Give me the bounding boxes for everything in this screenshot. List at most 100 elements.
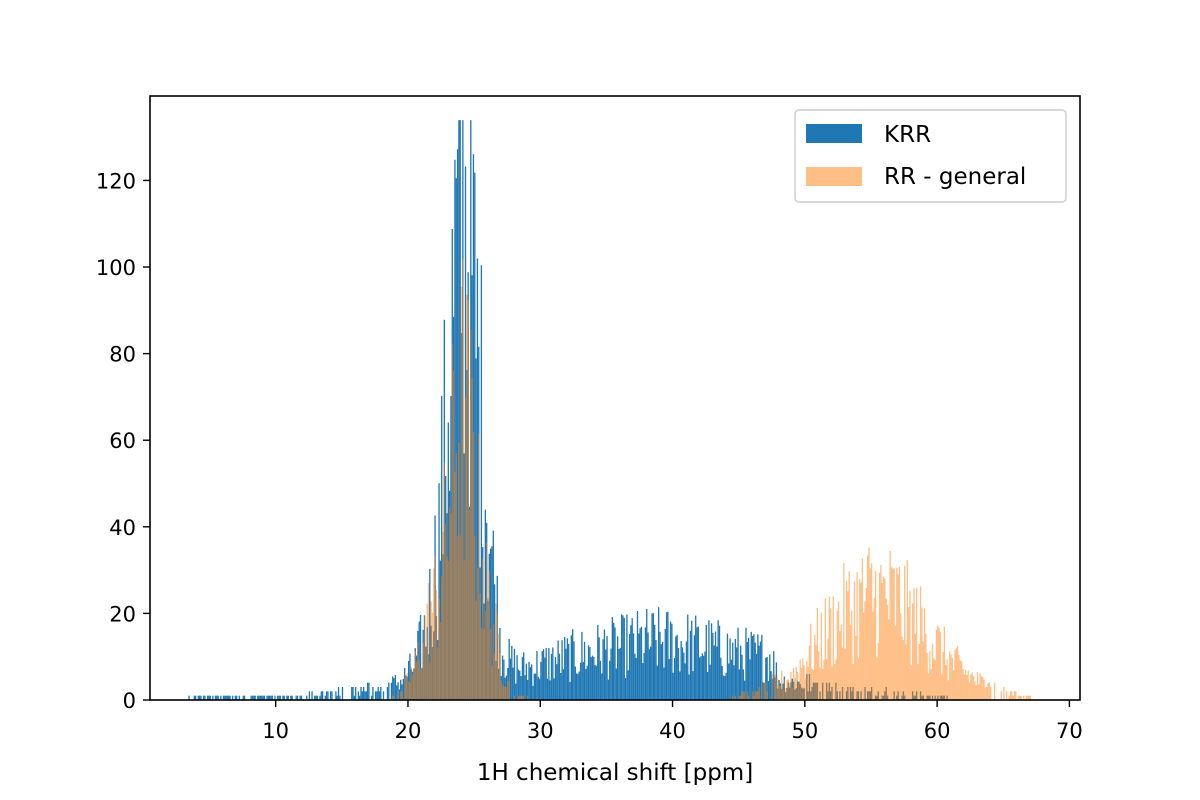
histogram-bar — [406, 672, 408, 700]
histogram-bar — [982, 677, 984, 700]
histogram-bar — [610, 648, 612, 700]
histogram-bar — [417, 642, 419, 700]
histogram-bar — [829, 608, 832, 700]
histogram-bar — [660, 644, 662, 700]
histogram-bar — [938, 627, 940, 700]
histogram-bar — [626, 614, 628, 700]
histogram-bar — [623, 617, 625, 700]
histogram-bar — [259, 695, 262, 700]
histogram-bar — [270, 695, 272, 700]
histogram-bar — [732, 642, 734, 700]
histogram-bar — [1028, 695, 1030, 700]
histogram-bar — [769, 654, 771, 700]
histogram-bar — [786, 679, 788, 700]
histogram-bar — [329, 691, 332, 700]
histogram-bar — [271, 695, 274, 700]
y-axis: 0 20 40 60 80 100 120 — [96, 169, 150, 713]
histogram-bar — [953, 670, 955, 700]
histogram-bar — [409, 653, 411, 700]
histogram-bar — [757, 691, 759, 700]
histogram-bar — [657, 607, 660, 700]
histogram-bar — [570, 635, 572, 700]
histogram-bar — [1011, 691, 1013, 700]
histogram-bar — [541, 651, 543, 700]
histogram-bar — [787, 679, 789, 700]
histogram-bar — [720, 657, 722, 700]
histogram-bar — [755, 653, 758, 700]
histogram-bar — [683, 652, 685, 700]
histogram-bar — [484, 610, 487, 700]
histogram-bar — [503, 659, 505, 700]
histogram-bar — [900, 613, 902, 700]
histogram-bar — [475, 600, 477, 700]
histogram-bar — [837, 601, 840, 700]
histogram-bar — [463, 560, 465, 700]
histogram-bar — [819, 667, 821, 700]
histogram-bar — [513, 648, 516, 700]
histogram-bar — [990, 687, 992, 700]
histogram-bar — [630, 625, 632, 700]
histogram-bar — [730, 659, 733, 700]
histogram-bar — [810, 623, 812, 700]
histogram-bar — [515, 683, 517, 700]
histogram-bar — [438, 599, 440, 700]
histogram-bar — [553, 678, 555, 700]
histogram-bar — [689, 631, 692, 700]
histogram-bar — [652, 613, 655, 700]
histogram-bar — [708, 620, 710, 700]
histogram-bar — [204, 695, 206, 700]
histogram-bar — [841, 647, 844, 700]
histogram-bar — [560, 673, 562, 700]
histogram-bar — [661, 641, 664, 700]
histogram-bar — [361, 691, 363, 700]
histogram-bar — [238, 695, 240, 700]
histogram-bar — [709, 664, 711, 700]
histogram-bar — [648, 649, 651, 700]
histogram-bar — [542, 649, 545, 700]
histogram-bar — [835, 659, 837, 700]
histogram-bar — [251, 695, 254, 700]
histogram-bar — [832, 596, 834, 700]
histogram-bar — [740, 645, 742, 700]
histogram-bar — [676, 634, 678, 700]
histogram-bar — [419, 614, 422, 700]
histogram-bar — [781, 670, 783, 700]
histogram-bar — [826, 659, 828, 700]
histogram-bar — [459, 120, 461, 700]
histogram-bar — [1025, 695, 1028, 700]
histogram-bar — [910, 665, 912, 700]
histogram-bar — [429, 568, 431, 700]
histogram-bar — [581, 631, 583, 700]
histogram-bar — [431, 612, 434, 700]
histogram-bar — [352, 687, 354, 700]
y-tick-label: 60 — [109, 429, 136, 453]
histogram-bar — [393, 695, 395, 700]
histogram-bar — [679, 671, 681, 700]
histogram-bar — [300, 695, 303, 700]
histogram-bar — [804, 678, 807, 700]
histogram-bar — [308, 691, 311, 700]
histogram-bar — [492, 530, 494, 700]
histogram-bar — [372, 687, 374, 700]
histogram-bar — [295, 695, 297, 700]
histogram-bar — [512, 667, 514, 700]
histogram-bar — [401, 691, 403, 700]
histogram-bar — [1009, 691, 1012, 700]
histogram-bar — [491, 546, 493, 700]
histogram-bar — [286, 695, 288, 700]
histogram-bar — [898, 566, 901, 700]
histogram-bar — [811, 668, 813, 700]
histogram-bar — [194, 695, 197, 700]
histogram-bar — [390, 682, 393, 700]
histogram-bar — [733, 665, 735, 700]
histogram-bar — [702, 655, 705, 700]
histogram-bar — [545, 647, 547, 700]
histogram-bar — [464, 398, 467, 700]
histogram-bar — [632, 633, 635, 700]
histogram-bar — [923, 608, 926, 700]
histogram-bar — [729, 638, 731, 700]
histogram-bar — [880, 565, 882, 700]
histogram-bar — [1008, 695, 1010, 700]
histogram-bar — [397, 691, 399, 700]
histogram-bar — [684, 663, 686, 700]
